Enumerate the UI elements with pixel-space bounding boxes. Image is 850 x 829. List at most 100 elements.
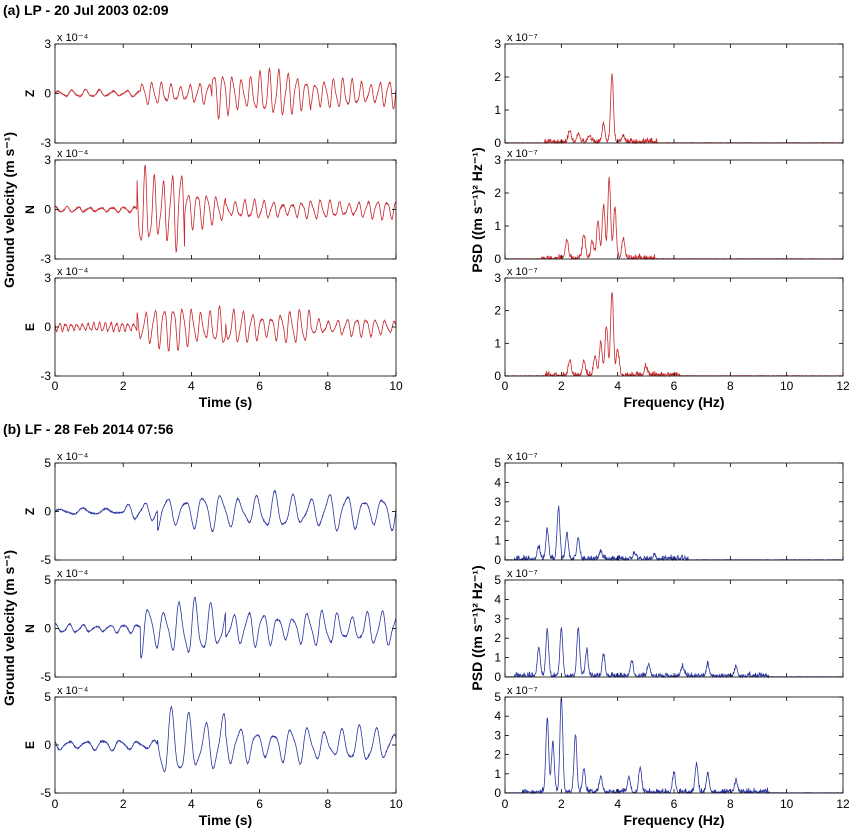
- y-exponent: x 10⁻⁷: [507, 32, 538, 44]
- y-tick-label: 0: [44, 622, 51, 636]
- psd-trace-a-z: [504, 73, 844, 145]
- y-exponent: x 10⁻⁴: [57, 148, 89, 160]
- y-tick-label: 1: [494, 336, 501, 350]
- y-tick-label: 1: [494, 651, 501, 665]
- y-tick-label: 4: [494, 709, 501, 723]
- waveform-trace-a-e: [54, 304, 397, 352]
- y-tick-label: 1: [494, 534, 501, 548]
- y-tick-label: 4: [494, 475, 501, 489]
- y-tick-label: 0: [44, 203, 51, 217]
- y-tick-label: 2: [494, 514, 501, 528]
- y-tick-label: -3: [40, 136, 51, 150]
- component-label-e: E: [23, 741, 37, 749]
- y-tick-label: 2: [494, 748, 501, 762]
- component-label-e: E: [23, 323, 37, 331]
- psd-trace-b-z: [504, 505, 844, 562]
- x-tick-label: 2: [120, 797, 127, 811]
- y-tick-label: 3: [44, 153, 51, 167]
- waveform-trace-b-e: [54, 705, 397, 773]
- waveform-b-n: -5 0 5 x 10⁻⁴ N: [23, 568, 397, 684]
- psd-trace-a-e: [504, 292, 844, 378]
- x-axis-label-time: Time (s): [199, 812, 252, 828]
- psd-a-z: 0 1 2 3 x 10⁻⁷: [494, 32, 844, 150]
- panel-a: (a) LP - 20 Jul 2003 02:09-303 x 10⁻⁴Z-30…: [1, 2, 850, 410]
- x-tick-label: 2: [120, 379, 127, 393]
- y-tick-label: 2: [494, 70, 501, 84]
- y-tick-label: 3: [494, 153, 501, 167]
- y-exponent: x 10⁻⁴: [57, 568, 89, 580]
- y-axis-label-psd: PSD ((m s⁻¹)² Hz⁻¹): [469, 565, 485, 690]
- y-exponent: x 10⁻⁷: [507, 685, 538, 697]
- y-tick-label: 2: [494, 304, 501, 318]
- x-tick-label: 4: [614, 797, 621, 811]
- y-exponent: x 10⁻⁷: [507, 148, 538, 160]
- axes-box: [504, 159, 844, 260]
- y-tick-label: -5: [40, 786, 51, 800]
- psd-trace-a-n: [504, 176, 844, 261]
- waveform-a-z: -3 0 3 x 10⁻⁴ Z: [23, 32, 397, 150]
- axes-box: [54, 159, 397, 260]
- y-tick-label: 3: [494, 271, 501, 285]
- y-tick-label: 4: [494, 592, 501, 606]
- x-tick-label: 10: [389, 379, 403, 393]
- waveform-trace-b-n: [54, 596, 397, 660]
- y-tick-label: 3: [494, 728, 501, 742]
- x-tick-label: 8: [324, 797, 331, 811]
- psd-b-n: 0 1 2 3 4 5 x 10⁻⁷: [494, 568, 844, 684]
- x-axis-label-frequency: Frequency (Hz): [623, 812, 724, 828]
- y-tick-label: 0: [494, 252, 501, 266]
- y-tick-label: 1: [494, 767, 501, 781]
- y-tick-label: 3: [494, 495, 501, 509]
- y-tick-label: -5: [40, 553, 51, 567]
- y-exponent: x 10⁻⁷: [507, 568, 538, 580]
- y-axis-label-psd: PSD ((m s⁻¹)² Hz⁻¹): [469, 147, 485, 272]
- y-exponent: x 10⁻⁴: [57, 32, 89, 44]
- x-tick-label: 8: [324, 379, 331, 393]
- x-tick-label: 4: [614, 379, 621, 393]
- component-label-z: Z: [23, 90, 37, 97]
- waveform-a-n: -3 0 3 x 10⁻⁴ N: [23, 148, 397, 266]
- y-exponent: x 10⁻⁴: [57, 266, 89, 278]
- y-tick-label: 5: [44, 573, 51, 587]
- y-tick-label: 5: [494, 456, 501, 470]
- x-tick-label: 0: [52, 379, 59, 393]
- y-tick-label: 5: [494, 573, 501, 587]
- y-axis-label-velocity: Ground velocity (m s⁻¹): [1, 550, 17, 706]
- waveform-trace-b-z: [54, 489, 397, 533]
- waveform-trace-a-n: [54, 164, 397, 253]
- waveform-b-z: -5 0 5 x 10⁻⁴ Z: [23, 451, 397, 567]
- x-tick-label: 12: [836, 797, 850, 811]
- psd-b-z: 0 1 2 3 4 5 x 10⁻⁷: [494, 451, 844, 567]
- x-tick-label: 6: [256, 379, 263, 393]
- axes-box: [504, 696, 844, 794]
- y-tick-label: 0: [494, 553, 501, 567]
- y-tick-label: 5: [44, 690, 51, 704]
- waveform-trace-a-z: [54, 66, 397, 120]
- axes-box: [504, 579, 844, 678]
- y-tick-label: 5: [494, 690, 501, 704]
- x-tick-label: 4: [188, 379, 195, 393]
- x-tick-label: 2: [558, 797, 565, 811]
- panel-title-a: (a) LP - 20 Jul 2003 02:09: [3, 2, 169, 18]
- y-tick-label: 0: [44, 738, 51, 752]
- x-tick-label: 8: [727, 379, 734, 393]
- y-tick-label: 3: [44, 271, 51, 285]
- y-exponent: x 10⁻⁴: [57, 451, 89, 463]
- waveform-b-e: -5 0 5 x 10⁻⁴ E: [23, 685, 397, 800]
- x-tick-label: 6: [256, 797, 263, 811]
- y-tick-label: 0: [494, 369, 501, 383]
- psd-a-n: 0 1 2 3 x 10⁻⁷: [494, 148, 844, 266]
- x-tick-label: 6: [671, 379, 678, 393]
- y-exponent: x 10⁻⁴: [57, 685, 89, 697]
- x-axis-label-time: Time (s): [199, 394, 252, 410]
- x-tick-label: 10: [780, 379, 794, 393]
- axes-box: [504, 43, 844, 144]
- x-tick-label: 0: [502, 797, 509, 811]
- x-tick-label: 2: [558, 379, 565, 393]
- y-tick-label: 2: [494, 186, 501, 200]
- y-tick-label: -3: [40, 369, 51, 383]
- y-tick-label: 0: [494, 136, 501, 150]
- x-tick-label: 0: [502, 379, 509, 393]
- waveform-a-e: -3 0 3 x 10⁻⁴ E: [23, 266, 397, 383]
